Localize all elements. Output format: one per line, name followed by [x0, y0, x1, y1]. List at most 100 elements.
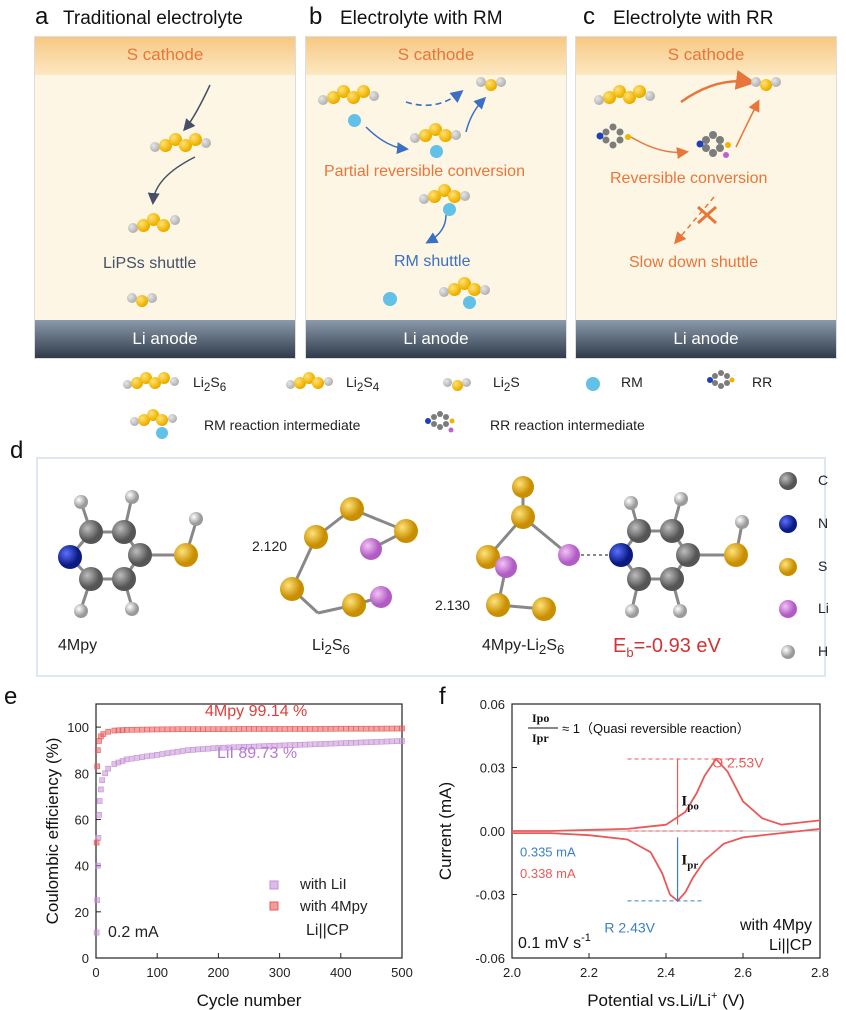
data-point-4mpy — [317, 726, 324, 732]
panel-b: S cathode Li anode Partial reversible co… — [305, 36, 567, 359]
data-point-4mpy — [399, 725, 405, 732]
data-point-4mpy — [327, 725, 334, 732]
data-point-4mpy — [286, 726, 293, 732]
cv-curve-cathodic — [512, 828, 821, 903]
mol-label-4mpy-li2s6: 4Mpy-Li2S6 — [482, 637, 565, 658]
legend-marker-4mpy — [269, 901, 279, 911]
panel-c-arrows — [596, 69, 760, 245]
data-point-lii — [105, 765, 112, 772]
reversible-conversion-label: Reversible conversion — [610, 170, 768, 187]
chart-cyclic-voltammetry: 2.0 2.2 2.4 2.6 2.8 -0.06 -0.03 0.00 0.03 0.06 Pot… — [436, 697, 829, 1010]
data-point-4mpy — [190, 726, 196, 732]
legend-rm-intermediate: RM reaction intermediate — [204, 417, 361, 433]
data-point-lii — [363, 739, 370, 746]
atom-label-n: N — [818, 515, 829, 531]
panel-c-title: Electrolyte with RR — [613, 8, 774, 29]
panel-b-title: Electrolyte with RM — [340, 8, 503, 29]
data-point-4mpy — [363, 725, 370, 732]
data-point-4mpy — [100, 731, 107, 737]
data-point-lii — [353, 739, 359, 746]
data-point-lii — [373, 739, 380, 745]
molecule-structures — [58, 472, 797, 659]
data-point-4mpy — [368, 725, 375, 732]
x-axis-title: Potential vs.Li/Li+ (V) — [587, 990, 745, 1010]
legend-rr-intermediate: RR reaction intermediate — [490, 417, 645, 433]
oxidation-peak: O 2.53V — [712, 755, 764, 771]
data-point-lii — [94, 897, 101, 904]
data-point-lii — [154, 751, 160, 758]
y-tick-label: 0.03 — [480, 761, 505, 776]
annotation-lii-ce: LiI 89.73 % — [217, 745, 297, 762]
s-cathode: S cathode — [576, 37, 836, 75]
x-tick-label: 100 — [146, 965, 168, 980]
atom-label-li: Li — [818, 600, 829, 616]
lipss-shuttle-label: LiPSs shuttle — [103, 255, 197, 272]
data-point-4mpy — [169, 726, 176, 733]
schematic-legend: Li2S6 Li2S4 Li2S RM RR RM reaction inter… — [0, 365, 846, 445]
bond-length-2: 2.130 — [435, 597, 471, 613]
data-point-lii — [174, 748, 181, 755]
data-point-lii — [93, 929, 100, 936]
data-point-4mpy — [149, 726, 155, 733]
data-point-4mpy — [200, 726, 206, 732]
data-point-lii — [307, 741, 314, 748]
atom-label-h: H — [818, 643, 829, 659]
data-point-lii — [195, 746, 201, 753]
binding-energy: Eb=-0.93 eV — [613, 635, 721, 660]
data-point-lii — [164, 750, 171, 757]
data-point-lii — [95, 862, 101, 869]
data-point-lii — [200, 746, 206, 752]
y-tick-label: 20 — [75, 905, 89, 920]
data-point-lii — [96, 812, 102, 818]
data-point-4mpy — [105, 728, 112, 735]
data-point-lii — [99, 777, 105, 783]
data-point-lii — [388, 738, 395, 745]
cv-curve-anodic — [512, 757, 821, 832]
data-point-4mpy — [154, 726, 160, 733]
data-point-lii — [317, 741, 324, 747]
x-tick-label: 2.8 — [811, 965, 829, 980]
legend-rm: RM — [621, 374, 643, 390]
legend-li2s4: Li2S4 — [346, 374, 380, 394]
data-point-4mpy — [332, 725, 339, 732]
data-point-4mpy — [251, 726, 257, 732]
data-point-lii — [144, 753, 150, 760]
atom-label-c: C — [818, 472, 829, 488]
data-point-lii — [302, 741, 308, 748]
scan-rate: 0.1 mV s-1 — [518, 932, 591, 952]
chart-coulombic-efficiency: 0 100 200 300 400 500 0 20 40 60 80 100 Cycle number… — [43, 703, 413, 1010]
y-tick-label: -0.03 — [475, 888, 505, 903]
y-tick-label: 0.06 — [480, 697, 505, 712]
data-point-lii — [123, 756, 130, 763]
data-point-4mpy — [378, 725, 385, 732]
data-point-4mpy — [256, 726, 263, 732]
data-point-4mpy — [302, 726, 308, 732]
x-tick-label: 0 — [92, 965, 99, 980]
data-point-4mpy — [144, 726, 150, 733]
ratio-denominator: Ipr — [532, 731, 549, 745]
data-point-4mpy — [307, 726, 314, 732]
data-point-4mpy — [271, 726, 278, 732]
cv-cell: Li||CP — [769, 937, 812, 954]
legend-label-4mpy: with 4Mpy — [299, 898, 368, 915]
legend-marker-lii — [269, 880, 279, 890]
data-point-lii — [159, 751, 166, 757]
data-point-lii — [368, 739, 375, 745]
x-tick-label: 500 — [391, 965, 413, 980]
data-point-4mpy — [220, 726, 227, 732]
data-point-lii — [322, 741, 329, 747]
x-tick-label: 2.4 — [657, 965, 675, 980]
data-point-lii — [190, 746, 196, 753]
mol-label-li2s6: Li2S6 — [312, 637, 350, 658]
data-point-lii — [297, 741, 303, 748]
data-point-4mpy — [164, 726, 171, 733]
data-point-lii — [327, 740, 334, 747]
y-axis-title: Coulombic efficiency (%) — [43, 738, 62, 925]
s-cathode: S cathode — [35, 37, 295, 75]
data-point-4mpy — [241, 726, 247, 732]
annotation-4mpy-ce: 4Mpy 99.14 % — [205, 703, 307, 720]
y-tick-label: 0.00 — [480, 824, 505, 839]
data-point-4mpy — [215, 726, 222, 732]
data-point-lii — [96, 798, 103, 804]
data-point-lii — [312, 741, 319, 748]
